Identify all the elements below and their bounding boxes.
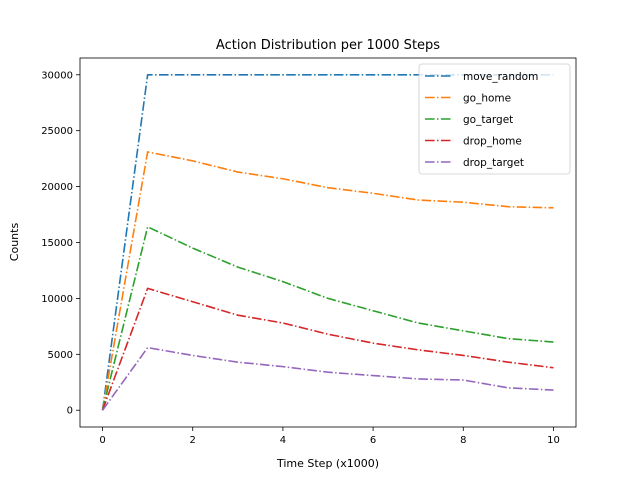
series-line-go-home [101,151,554,411]
y-tick-label: 10000 [41,294,73,305]
legend-label-drop-target: drop_target [463,157,524,169]
x-axis-label: Time Step (x1000) [276,457,379,470]
y-axis-label: Counts [8,223,21,262]
y-tick-label: 0 [67,406,73,417]
y-tick-label: 20000 [41,182,73,193]
y-tick-label: 25000 [41,126,73,137]
series-line-go-target [101,226,554,411]
x-tick-label: 8 [460,435,466,446]
x-tick-label: 10 [547,435,560,446]
y-tick-label: 15000 [41,238,73,249]
legend-label-move-random: move_random [463,71,538,83]
legend-label-go-target: go_target [463,114,513,126]
x-tick-label: 2 [190,435,196,446]
x-tick-label: 6 [370,435,376,446]
y-axis: 0 5000 10000 15000 20000 25000 30000 [41,70,80,417]
y-tick-label: 30000 [41,70,73,81]
legend-label-go-home: go_home [463,93,511,105]
legend: move_random go_home go_target drop_homedrop… [418,63,571,175]
series-line-drop-home [101,287,554,411]
legend-label-drop-home: drop_home [463,136,522,148]
y-tick-label: 5000 [48,350,73,361]
legend-box [418,63,571,175]
chart-title: Action Distribution per 1000 Steps [216,38,440,53]
x-tick-label: 0 [99,435,105,446]
x-axis: 0 2 4 6 8 10 [99,427,560,446]
series-line-drop-target [101,346,554,411]
x-tick-label: 4 [280,435,286,446]
